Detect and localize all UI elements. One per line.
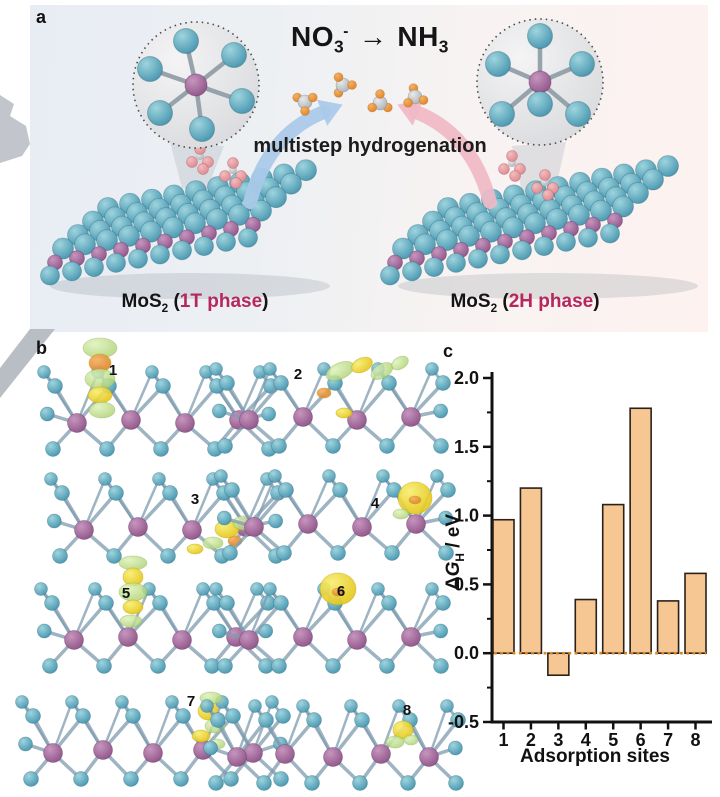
nitrate-molecule bbox=[531, 169, 559, 201]
svg-text:1.0: 1.0 bbox=[454, 506, 479, 526]
ammonia-molecule bbox=[292, 92, 318, 116]
structure-number-5: 5 bbox=[121, 585, 131, 602]
svg-text:2: 2 bbox=[526, 730, 536, 750]
svg-text:3: 3 bbox=[553, 730, 563, 750]
reaction-arrow: → bbox=[358, 21, 388, 52]
structure-number-4: 4 bbox=[370, 495, 380, 512]
left-beam bbox=[170, 142, 224, 192]
left-paren-close: ) bbox=[262, 291, 269, 312]
left-paren-open: ( bbox=[168, 291, 180, 312]
adsorption-structure-7 bbox=[15, 691, 291, 787]
mos2-2h-slab bbox=[380, 155, 679, 286]
svg-text:2.0: 2.0 bbox=[454, 368, 479, 388]
left-material-subscript: 2 bbox=[161, 301, 169, 315]
ammonia-molecule bbox=[403, 83, 429, 108]
ammonia-molecule bbox=[333, 72, 357, 98]
process-label: multistep hydrogenation bbox=[253, 135, 487, 157]
ylabel-subscript: H bbox=[453, 553, 467, 562]
svg-text:1.5: 1.5 bbox=[454, 437, 479, 457]
page-fold-middle bbox=[0, 329, 55, 398]
structure-number-3: 3 bbox=[190, 491, 200, 508]
adsorption-structure-6 bbox=[209, 572, 451, 674]
ylabel-symbol: G bbox=[443, 561, 464, 577]
svg-text:1: 1 bbox=[498, 730, 508, 750]
page-fold-top bbox=[0, 95, 30, 163]
adsorption-structure-2 bbox=[209, 355, 451, 454]
right-phase: 2H phase bbox=[508, 291, 594, 312]
product-formula: NH bbox=[397, 21, 439, 52]
reactant-formula: NO bbox=[291, 21, 335, 52]
mos2-1t-slab bbox=[40, 159, 317, 286]
structure-number-6: 6 bbox=[336, 583, 346, 600]
nitrate-molecule bbox=[498, 150, 526, 182]
ylabel-units: / eV bbox=[443, 514, 464, 554]
chart-x-axis-title: Adsorption sites bbox=[520, 746, 670, 767]
adsorption-structure-4 bbox=[214, 469, 456, 561]
structure-number-7: 7 bbox=[186, 693, 196, 710]
svg-text:0.5: 0.5 bbox=[454, 574, 479, 594]
structure-number-8: 8 bbox=[402, 702, 412, 719]
reactant-charge: - bbox=[343, 22, 349, 40]
product-subscript: 3 bbox=[438, 36, 449, 57]
svg-text:8: 8 bbox=[690, 730, 700, 750]
nitrate-molecule bbox=[219, 157, 247, 189]
2h-coordination-inset bbox=[476, 18, 604, 146]
left-slab-label: MoS2 (1T phase) bbox=[75, 291, 315, 315]
left-phase: 1T phase bbox=[179, 291, 263, 312]
right-paren-open: ( bbox=[497, 291, 509, 312]
structure-number-2: 2 bbox=[293, 366, 303, 383]
nitrate-molecule bbox=[186, 143, 214, 175]
ylabel-delta: Δ bbox=[443, 576, 464, 591]
panel-a-label: a bbox=[36, 7, 47, 27]
svg-text:-0.5: -0.5 bbox=[448, 712, 479, 732]
svg-text:4: 4 bbox=[581, 730, 591, 750]
svg-text:5: 5 bbox=[608, 730, 618, 750]
structure-number-1: 1 bbox=[108, 362, 118, 379]
chart-y-axis-title: ΔGH / eV bbox=[443, 472, 467, 632]
1t-coordination-inset bbox=[132, 21, 260, 149]
reactant-subscript: 3 bbox=[334, 36, 345, 57]
right-paren-close: ) bbox=[593, 291, 600, 312]
ammonia-molecule bbox=[367, 89, 393, 113]
right-material: MoS bbox=[450, 291, 491, 312]
left-material: MoS bbox=[121, 291, 162, 312]
right-hydrogenation-arrow bbox=[397, 99, 497, 209]
svg-text:7: 7 bbox=[663, 730, 673, 750]
left-hydrogenation-arrow bbox=[243, 99, 343, 209]
adsorption-structure-1 bbox=[37, 337, 279, 457]
svg-text:0.0: 0.0 bbox=[454, 643, 479, 663]
svg-text:6: 6 bbox=[636, 730, 646, 750]
right-slab-label: MoS2 (2H phase) bbox=[405, 291, 645, 315]
right-material-subscript: 2 bbox=[490, 301, 498, 315]
panel-b-label: b bbox=[36, 338, 47, 358]
panel-c-label: c bbox=[443, 341, 454, 361]
reaction-title: NO3- → NH3 bbox=[30, 21, 710, 58]
adsorption-structure-8 bbox=[200, 699, 466, 791]
